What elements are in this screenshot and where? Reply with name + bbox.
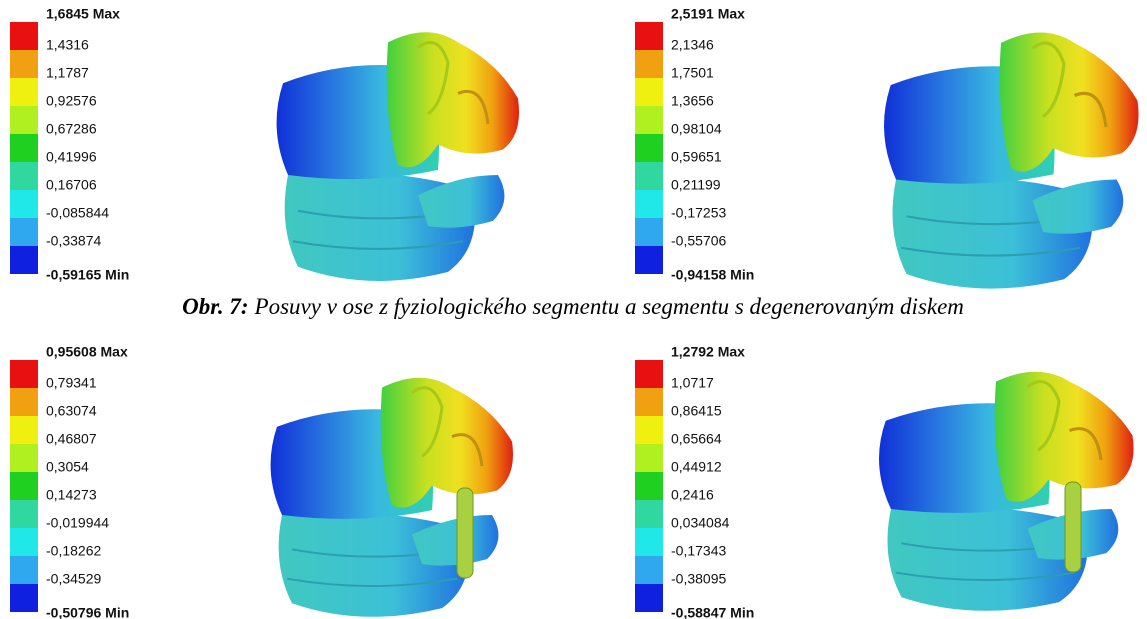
legend-swatch [635, 22, 663, 50]
legend-swatch [10, 444, 38, 472]
legend-label: 0,92576 [46, 93, 97, 109]
legend-label: 0,79341 [46, 375, 97, 391]
legend-swatch [10, 134, 38, 162]
legend-label: 0,034084 [671, 515, 730, 531]
legend-label: 0,16706 [46, 177, 97, 193]
legend-label: -0,94158 Min [671, 267, 754, 283]
legend-swatch [635, 472, 663, 500]
legend-swatch [10, 218, 38, 246]
model [879, 372, 1134, 611]
legend-swatch [635, 218, 663, 246]
legend-label: 1,4316 [46, 37, 89, 53]
figure: Obr. 7:Posuvy v ose z fyziologického seg… [0, 0, 1147, 619]
legend-label: -0,50796 Min [46, 605, 129, 619]
legend-label: -0,38095 [671, 571, 726, 587]
legend-label: -0,59165 Min [46, 267, 129, 283]
legend-label: 1,1787 [46, 65, 89, 81]
legend-swatch [10, 500, 38, 528]
legend-swatch [10, 360, 38, 388]
caption-label: Obr. 7: [182, 294, 248, 319]
legend-swatch [635, 528, 663, 556]
legend-label: 0,3054 [46, 459, 89, 475]
legend-swatch [635, 78, 663, 106]
legend-label: 0,41996 [46, 149, 97, 165]
legend-label: 0,63074 [46, 403, 97, 419]
legend-label: 0,2416 [671, 487, 714, 503]
legend-label: 0,65664 [671, 431, 722, 447]
legend-label: -0,18262 [46, 543, 101, 559]
legend-swatch [635, 556, 663, 584]
legend-swatch [635, 360, 663, 388]
legend-swatch [10, 246, 38, 274]
legend-swatch [10, 50, 38, 78]
legend-swatch [10, 528, 38, 556]
model [277, 32, 519, 281]
legend-label: 0,67286 [46, 121, 97, 137]
legend-label: 0,14273 [46, 487, 97, 503]
legend-swatch [635, 134, 663, 162]
legend-swatch [10, 556, 38, 584]
legend-label: 1,0717 [671, 375, 714, 391]
legend-swatch [635, 388, 663, 416]
legend-label: 1,7501 [671, 65, 714, 81]
legend-swatch [635, 444, 663, 472]
legend-label: 0,86415 [671, 403, 722, 419]
legend-label: 0,46807 [46, 431, 97, 447]
legend-label: 0,21199 [671, 177, 721, 193]
legend-label: 0,59651 [671, 149, 722, 165]
legend-swatch [10, 388, 38, 416]
legend-swatch [635, 190, 663, 218]
legend-label: -0,33874 [46, 233, 101, 249]
legend-label: 2,1346 [671, 37, 714, 53]
legend-label: 2,5191 Max [671, 6, 745, 22]
legend-swatch [635, 50, 663, 78]
legend-swatch [10, 106, 38, 134]
legend-swatch [10, 416, 38, 444]
legend-swatch [635, 416, 663, 444]
legend-label: -0,17253 [671, 205, 726, 221]
legend-swatch [10, 584, 38, 612]
legend-swatch [10, 78, 38, 106]
legend-swatch [10, 22, 38, 50]
legend-swatch [635, 106, 663, 134]
legend-swatch [10, 162, 38, 190]
legend-label: -0,085844 [46, 205, 109, 221]
legend-label: -0,58847 Min [671, 605, 754, 619]
model [884, 33, 1139, 289]
legend-label: -0,019944 [46, 515, 109, 531]
caption: Obr. 7:Posuvy v ose z fyziologického seg… [182, 294, 964, 319]
legend-swatch [10, 190, 38, 218]
legend-label: 0,95608 Max [46, 344, 128, 360]
legend-swatch [635, 162, 663, 190]
legend-swatch [635, 246, 663, 274]
legend-label: 0,44912 [671, 459, 722, 475]
model [271, 378, 513, 617]
legend-swatch [635, 584, 663, 612]
caption-text: Posuvy v ose z fyziologického segmentu a… [254, 294, 964, 319]
legend-label: -0,17343 [671, 543, 726, 559]
legend-label: -0,55706 [671, 233, 726, 249]
legend-label: 1,2792 Max [671, 344, 745, 360]
legend-label: 1,3656 [671, 93, 714, 109]
legend-label: 1,6845 Max [46, 6, 120, 22]
legend-swatch [10, 472, 38, 500]
legend-label: 0,98104 [671, 121, 722, 137]
legend-swatch [635, 500, 663, 528]
legend-label: -0,34529 [46, 571, 101, 587]
